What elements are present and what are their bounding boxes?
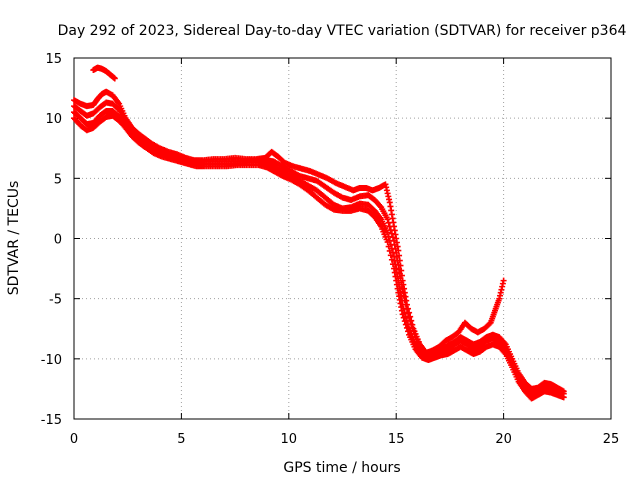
data-point: [405, 328, 412, 335]
x-tick-label: 0: [70, 432, 78, 447]
data-point: [401, 297, 408, 304]
series-track-4: [71, 112, 567, 402]
data-point: [401, 318, 408, 325]
data-point: [385, 243, 392, 250]
chart-title: Day 292 of 2023, Sidereal Day-to-day VTE…: [58, 23, 627, 39]
data-point: [400, 314, 407, 321]
data-point: [384, 239, 391, 246]
y-tick-label: 0: [54, 233, 62, 248]
data-point: [405, 310, 412, 317]
data-point: [399, 311, 406, 318]
data-point: [560, 394, 567, 401]
y-tick-label: -15: [41, 413, 62, 428]
data-point: [402, 321, 409, 328]
data-points: [71, 64, 567, 402]
data-point: [407, 318, 414, 325]
y-tick-label: -5: [49, 293, 62, 308]
data-point: [387, 252, 394, 259]
data-point: [388, 256, 395, 263]
x-tick-label: 15: [388, 432, 405, 447]
y-axis-label: SDTVAR / TECUs: [6, 181, 22, 296]
data-point: [408, 321, 415, 328]
x-tick-label: 20: [495, 432, 512, 447]
data-point: [402, 301, 409, 308]
data-point: [111, 75, 118, 82]
data-point: [389, 261, 396, 268]
y-tick-label: -10: [41, 353, 62, 368]
data-point: [403, 306, 410, 313]
data-point: [486, 320, 493, 327]
axis-ticks: 0 5 10 15 20 25 -15 -10 -5 0 5 10 15: [41, 52, 620, 447]
x-tick-label: 10: [281, 432, 298, 447]
x-axis-label: GPS time / hours: [283, 460, 400, 476]
data-point: [411, 330, 418, 337]
series-early-spike: [90, 64, 118, 82]
series-track-3: [71, 99, 567, 395]
data-point: [410, 327, 417, 334]
data-point: [500, 277, 507, 284]
data-point: [409, 324, 416, 331]
data-point: [387, 227, 394, 234]
x-tick-label: 25: [603, 432, 620, 447]
data-point: [560, 388, 567, 395]
data-point: [385, 219, 392, 226]
data-point: [389, 234, 396, 241]
x-tick-label: 5: [177, 432, 185, 447]
y-tick-label: 5: [54, 172, 62, 187]
data-point: [386, 223, 393, 230]
data-point: [403, 324, 410, 331]
data-point: [384, 216, 391, 223]
data-point: [406, 314, 413, 321]
data-point: [399, 288, 406, 295]
data-point: [388, 230, 395, 237]
data-point: [386, 247, 393, 254]
data-point: [384, 229, 391, 236]
y-tick-label: 10: [45, 112, 62, 127]
y-tick-label: 15: [45, 52, 62, 67]
